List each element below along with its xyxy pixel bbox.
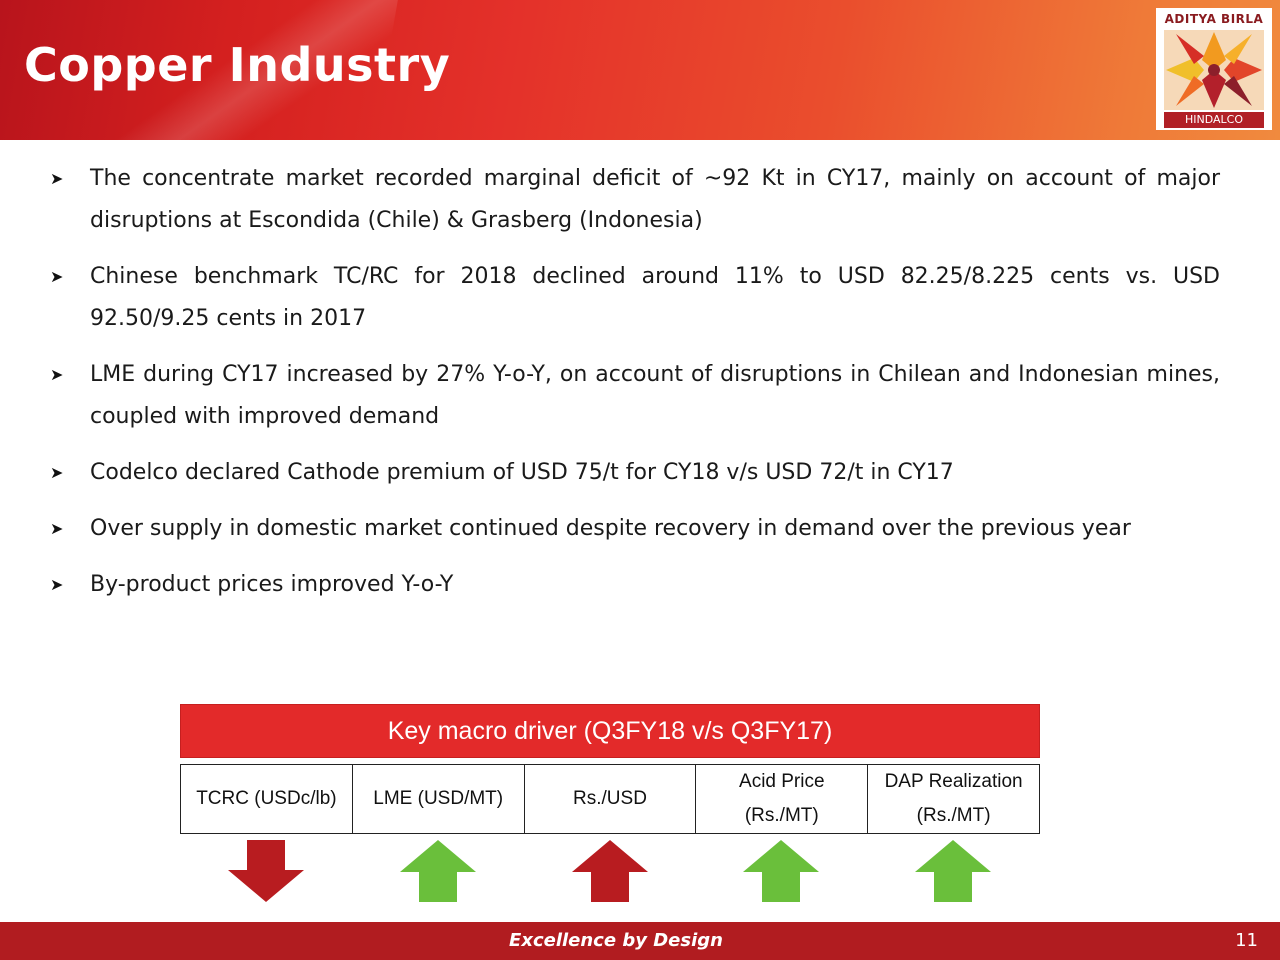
bullet-text: LME during CY17 increased by 27% Y-o-Y, … bbox=[90, 362, 1220, 429]
column-label-line2: (Rs./MT) bbox=[744, 805, 819, 826]
bullet-item: ➤ By-product prices improved Y-o-Y bbox=[50, 564, 1220, 606]
arrow-down-icon-tcrc bbox=[228, 840, 304, 902]
bullet-text: Chinese benchmark TC/RC for 2018 decline… bbox=[90, 264, 1220, 331]
column-label-line1: Acid Price bbox=[739, 771, 825, 792]
bullet-list: ➤ The concentrate market recorded margina… bbox=[50, 158, 1220, 620]
arrow-bullet-icon: ➤ bbox=[50, 575, 64, 594]
aditya-birla-sun-icon bbox=[1164, 30, 1264, 110]
arrow-bullet-icon: ➤ bbox=[50, 365, 64, 384]
arrow-up-icon-rs-usd bbox=[572, 840, 648, 902]
column-label-line1: DAP Realization bbox=[884, 771, 1023, 792]
macro-column-dap-realization: DAP Realization (Rs./MT) bbox=[867, 764, 1040, 834]
arrow-up-icon-acid-price bbox=[743, 840, 819, 902]
footer-tagline: Excellence by Design bbox=[509, 930, 723, 951]
column-label-line1: Rs./USD bbox=[573, 788, 647, 809]
macro-column-acid-price: Acid Price (Rs./MT) bbox=[695, 764, 869, 834]
footer-bar: Excellence by Design 11 bbox=[0, 922, 1280, 960]
arrow-bullet-icon: ➤ bbox=[50, 519, 64, 538]
macro-column-tcrc: TCRC (USDc/lb) bbox=[180, 764, 353, 834]
page-title: Copper Industry bbox=[24, 38, 451, 92]
bullet-text: Over supply in domestic market continued… bbox=[90, 516, 1131, 541]
bullet-item: ➤ Chinese benchmark TC/RC for 2018 declin… bbox=[50, 256, 1220, 340]
company-logo: ADITYA BIRLA HINDALCO bbox=[1156, 8, 1272, 130]
header-banner: Copper Industry ADITYA BIRLA HINDALCO bbox=[0, 0, 1280, 140]
column-label-line1: TCRC (USDc/lb) bbox=[196, 788, 337, 809]
macro-driver-table: Key macro driver (Q3FY18 v/s Q3FY17) TCR… bbox=[180, 704, 1040, 834]
macro-table-title: Key macro driver (Q3FY18 v/s Q3FY17) bbox=[180, 704, 1040, 758]
bullet-text: The concentrate market recorded marginal… bbox=[90, 166, 1220, 233]
arrow-bullet-icon: ➤ bbox=[50, 169, 64, 188]
arrow-bullet-icon: ➤ bbox=[50, 463, 64, 482]
bullet-text: Codelco declared Cathode premium of USD … bbox=[90, 460, 954, 485]
column-label-line2: (Rs./MT) bbox=[916, 805, 991, 826]
arrow-up-icon-dap-realization bbox=[915, 840, 991, 902]
bullet-item: ➤ Codelco declared Cathode premium of USD… bbox=[50, 452, 1220, 494]
logo-brand-text: ADITYA BIRLA bbox=[1164, 12, 1264, 26]
macro-column-rs-usd: Rs./USD bbox=[523, 764, 697, 834]
bullet-text: By-product prices improved Y-o-Y bbox=[90, 572, 454, 597]
column-label-line1: LME (USD/MT) bbox=[373, 788, 504, 809]
arrow-bullet-icon: ➤ bbox=[50, 267, 64, 286]
macro-column-lme: LME (USD/MT) bbox=[351, 764, 525, 834]
arrow-up-icon-lme bbox=[400, 840, 476, 902]
logo-sub-text: HINDALCO bbox=[1164, 112, 1264, 128]
bullet-item: ➤ LME during CY17 increased by 27% Y-o-Y,… bbox=[50, 354, 1220, 438]
bullet-item: ➤ The concentrate market recorded margina… bbox=[50, 158, 1220, 242]
page-number: 11 bbox=[1235, 930, 1258, 951]
bullet-item: ➤ Over supply in domestic market continue… bbox=[50, 508, 1220, 550]
